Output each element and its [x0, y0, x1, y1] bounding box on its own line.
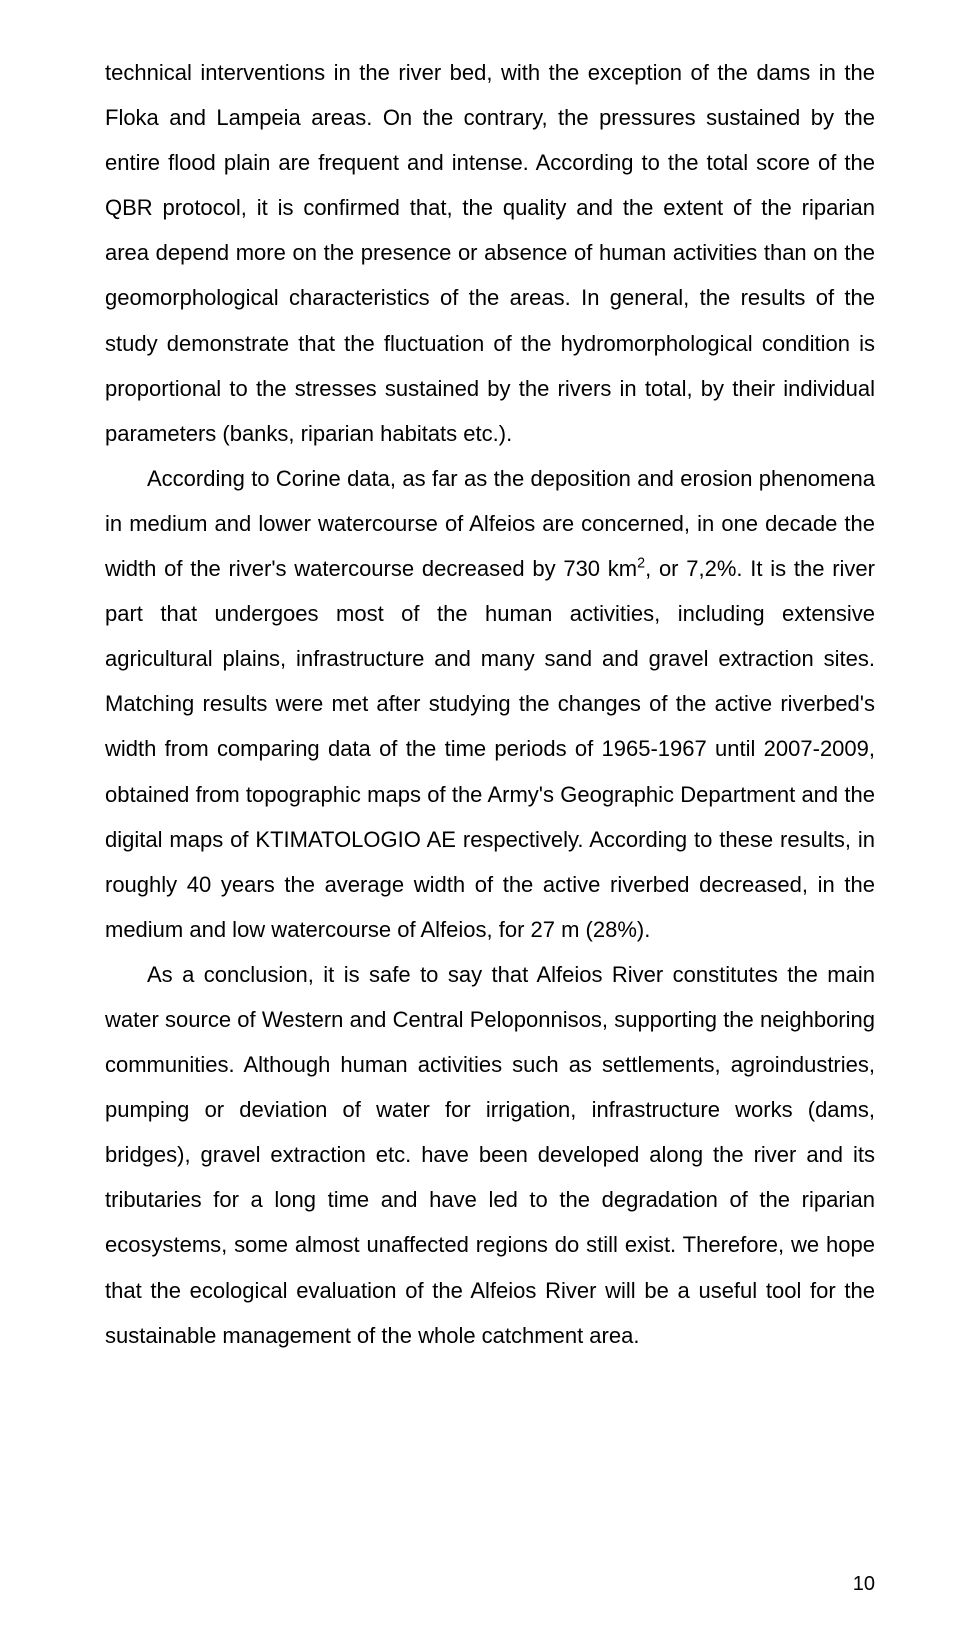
paragraph-2-post: , or 7,2%. It is the river part that und…: [105, 556, 875, 942]
paragraph-3: As a conclusion, it is safe to say that …: [105, 952, 875, 1358]
paragraph-2: According to Corine data, as far as the …: [105, 456, 875, 952]
document-page: technical interventions in the river bed…: [0, 0, 960, 1643]
page-number: 10: [853, 1564, 875, 1605]
paragraph-1: technical interventions in the river bed…: [105, 50, 875, 456]
superscript-2: 2: [637, 556, 645, 572]
